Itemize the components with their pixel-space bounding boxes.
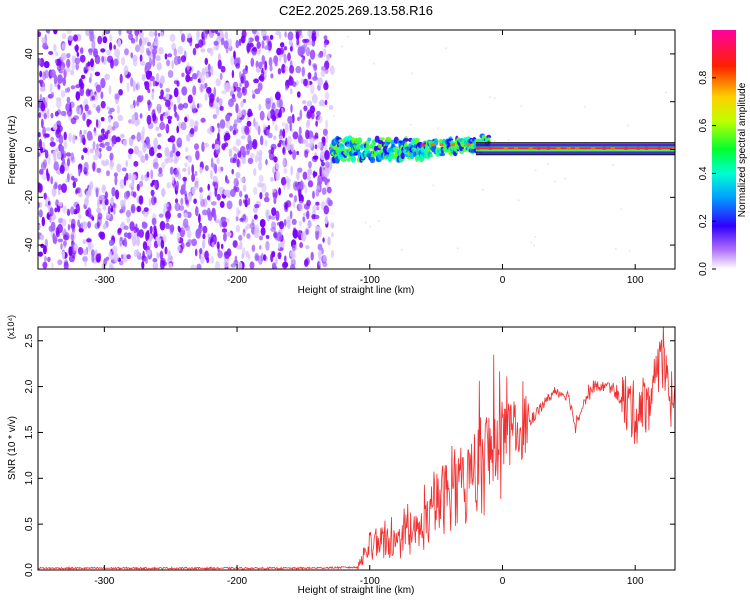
snr-panel: -300 -200 -100 0 100 0.0 0.5 1.0 1.5 2.0 2.5 Heig… bbox=[6, 315, 676, 596]
snr-x-label: Height of straight line (km) bbox=[298, 585, 415, 596]
y-tick-label: 0.0 bbox=[24, 563, 35, 577]
x-tick-label: 0 bbox=[500, 275, 506, 286]
spectrogram-y-label: Frequency (Hz) bbox=[7, 116, 18, 185]
snr-x-axis: -300 -200 -100 0 100 bbox=[94, 327, 644, 587]
x-tick-label: -200 bbox=[227, 275, 247, 286]
y-tick-label: 1.5 bbox=[24, 425, 35, 439]
snr-y-label: SNR (10 * v/v) bbox=[7, 416, 18, 480]
spectrogram-y-axis: -40 -20 0 20 40 bbox=[24, 48, 675, 252]
y-tick-label: -20 bbox=[24, 190, 35, 205]
signal-band bbox=[329, 133, 675, 164]
colorbar: 0.0 0.2 0.4 0.6 0.8 Normalized spectral ampl… bbox=[698, 30, 748, 276]
colorbar-gradient bbox=[712, 30, 736, 269]
y-tick-label: 20 bbox=[24, 96, 35, 108]
colorbar-ticks: 0.0 0.2 0.4 0.6 0.8 bbox=[698, 70, 716, 276]
y-tick-label: 0 bbox=[24, 146, 35, 152]
y-tick-label: 2.0 bbox=[24, 379, 35, 393]
x-tick-label: 100 bbox=[627, 275, 644, 286]
spectrogram-plot-area bbox=[38, 30, 675, 269]
x-tick-label: -100 bbox=[360, 576, 380, 587]
x-tick-label: -300 bbox=[94, 576, 114, 587]
y-tick-label: -40 bbox=[24, 237, 35, 252]
colorbar-tick-label: 0.8 bbox=[698, 70, 709, 84]
snr-line bbox=[38, 327, 675, 570]
y-tick-label: 40 bbox=[24, 48, 35, 60]
x-tick-label: -200 bbox=[227, 576, 247, 587]
colorbar-tick-label: 0.4 bbox=[698, 166, 709, 180]
x-tick-label: -100 bbox=[360, 275, 380, 286]
y-tick-label: 0.5 bbox=[24, 517, 35, 531]
noise-speckle bbox=[38, 30, 667, 269]
x-tick-label: 0 bbox=[500, 576, 506, 587]
colorbar-label: Normalized spectral amplitude bbox=[737, 82, 748, 217]
figure-title: C2E2.2025.269.13.58.R16 bbox=[279, 3, 433, 18]
colorbar-tick-label: 0.2 bbox=[698, 214, 709, 228]
colorbar-tick-label: 0.6 bbox=[698, 118, 709, 132]
y-tick-label: 1.0 bbox=[24, 471, 35, 485]
spectrogram-x-axis: -300 -200 -100 0 100 bbox=[94, 30, 644, 286]
y-tick-label: 2.5 bbox=[24, 333, 35, 347]
snr-frame bbox=[37, 326, 676, 571]
snr-y-exponent: (x10⁴) bbox=[6, 315, 16, 339]
x-tick-label: 100 bbox=[627, 576, 644, 587]
snr-y-axis: 0.0 0.5 1.0 1.5 2.0 2.5 bbox=[24, 333, 675, 577]
colorbar-tick-label: 0.0 bbox=[698, 262, 709, 276]
spectrogram-x-label: Height of straight line (km) bbox=[298, 285, 415, 296]
snr-plot-area bbox=[38, 327, 675, 570]
x-tick-label: -300 bbox=[94, 275, 114, 286]
